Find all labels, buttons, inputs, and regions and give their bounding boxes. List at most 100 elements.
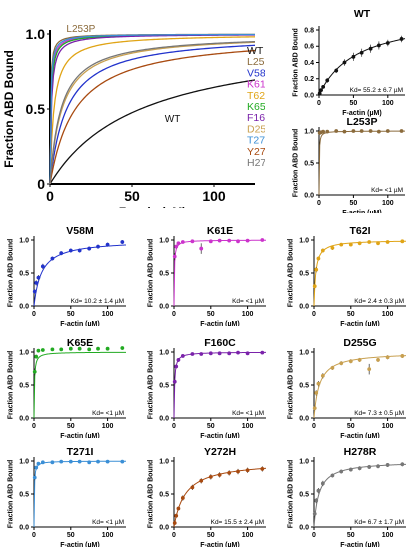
- data-point: [120, 240, 125, 244]
- kd-label: Kd= 6.7 ± 1.7 µM: [354, 519, 404, 526]
- x-tick-label: 100: [202, 188, 226, 204]
- data-point: [87, 246, 92, 251]
- data-point: [87, 460, 92, 465]
- y-tick-label: 0.5: [299, 382, 309, 389]
- data-point: [334, 129, 339, 133]
- data-point: [236, 350, 240, 355]
- data-point: [376, 464, 380, 469]
- chart-l253p: L253P 0 50 100 0.0 0.5 1.0 F-actin (µM) Fraction…: [293, 116, 405, 213]
- legend-entry-t271i: T271I: [247, 135, 265, 147]
- x-tick-label: 50: [347, 423, 355, 430]
- data-point: [217, 351, 222, 356]
- x-tick-label: 0: [317, 100, 321, 107]
- x-tick-label: 0: [317, 200, 321, 207]
- data-point: [180, 354, 185, 358]
- legend-entry-v58m: V58M: [247, 67, 265, 79]
- data-point: [190, 485, 195, 490]
- chart-v58m: V58M 0 50 100 0.0 0.5 1.0 F-actin (µM) Fraction …: [8, 225, 127, 326]
- x-tick-label: 0: [32, 532, 36, 539]
- y-tick-label: 0.5: [19, 382, 29, 389]
- data-point: [59, 459, 64, 464]
- data-point: [34, 281, 39, 285]
- data-point: [330, 365, 335, 370]
- panel-title: V58M: [66, 225, 94, 237]
- series-line-v58m: [49, 44, 256, 185]
- data-point: [176, 506, 181, 511]
- y-tick-label: 0.0: [19, 524, 29, 531]
- data-point: [227, 351, 232, 356]
- kd-label: Kd= 55.2 ± 6.7 µM: [350, 87, 403, 94]
- data-point: [105, 242, 110, 247]
- data-point: [36, 348, 41, 353]
- data-point: [68, 346, 73, 351]
- x-tick-label: 0: [46, 188, 54, 204]
- data-point: [342, 60, 347, 65]
- y-axis-label: Fraction ABD Bound: [8, 351, 15, 420]
- x-tick-label: 100: [102, 532, 114, 539]
- data-point: [180, 496, 185, 500]
- panel-title: F160C: [204, 337, 236, 349]
- data-point: [50, 347, 55, 352]
- data-point: [316, 256, 321, 261]
- x-tick-label: 50: [207, 532, 215, 539]
- x-axis-label: F-actin (µM): [340, 433, 379, 438]
- data-point: [399, 129, 404, 133]
- x-axis-label: F-actin (µM): [60, 542, 99, 547]
- data-point: [174, 364, 179, 369]
- y-tick-label: 1.0: [304, 128, 314, 135]
- legend-entry-h278r: H278R: [247, 157, 265, 169]
- panel-title: L253P: [347, 116, 378, 128]
- fit-line: [173, 351, 266, 419]
- x-tick-label: 100: [102, 311, 114, 318]
- y-tick-label: 0.5: [159, 270, 169, 277]
- data-point: [32, 289, 37, 294]
- data-point: [325, 78, 330, 83]
- data-point: [36, 461, 41, 466]
- y-tick-label: 1.0: [159, 349, 169, 356]
- x-tick-label: 50: [207, 311, 215, 318]
- y-tick-label: 1.0: [299, 349, 309, 356]
- data-point: [314, 267, 319, 272]
- legend-entry-wt: WT: [247, 45, 264, 57]
- panel-title: WT: [354, 8, 371, 20]
- series-line-d255g: [49, 41, 256, 185]
- data-point: [208, 474, 213, 479]
- x-tick-label: 50: [124, 188, 140, 204]
- data-point: [77, 459, 82, 464]
- x-tick-label: 50: [350, 200, 358, 207]
- x-tick-label: 50: [347, 311, 355, 318]
- y-tick-label: 0.0: [299, 524, 309, 531]
- series-line-wt: [49, 79, 256, 185]
- data-point: [32, 369, 37, 374]
- series-line-f160c: [49, 34, 256, 185]
- data-point: [400, 239, 405, 244]
- y-tick-label: 0.0: [159, 524, 169, 531]
- panel-data: [172, 350, 266, 419]
- data-point: [176, 358, 181, 362]
- kd-label: Kd= 2.4 ± 0.3 µM: [354, 298, 404, 305]
- data-point: [348, 467, 353, 472]
- data-point: [245, 351, 250, 356]
- series-line-t271i: [49, 33, 255, 185]
- data-point: [260, 238, 265, 242]
- y-tick-label: 0.6: [304, 44, 314, 51]
- kd-label: Kd= <1 µM: [371, 187, 403, 194]
- series-line-l253p: [49, 33, 255, 185]
- data-point: [199, 352, 204, 356]
- y-tick-label: 0.0: [19, 415, 29, 422]
- x-axis-label: F-actin (µM): [200, 321, 239, 326]
- panel-data: [32, 346, 126, 419]
- data-point: [348, 242, 353, 247]
- data-point: [227, 470, 232, 475]
- x-tick-label: 100: [382, 311, 394, 318]
- data-point: [36, 275, 41, 280]
- x-tick-label: 50: [67, 311, 75, 318]
- y-tick-label: 0.5: [26, 101, 46, 117]
- x-axis-label: F-actin (µM): [200, 542, 239, 547]
- panel-data: [172, 466, 267, 528]
- x-tick-label: 50: [67, 532, 75, 539]
- kd-label: Kd= 10.2 ± 1.4 µM: [71, 298, 124, 305]
- data-point: [174, 244, 179, 249]
- x-axis-label: F-actin (µM): [340, 542, 379, 547]
- data-point: [199, 478, 204, 483]
